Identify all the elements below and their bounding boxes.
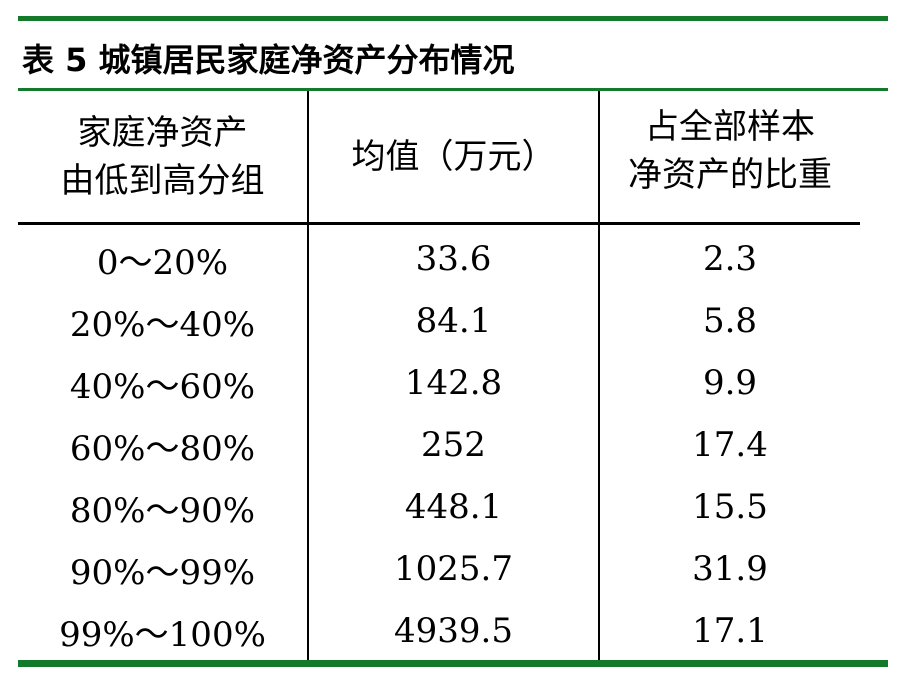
title-rule xyxy=(18,88,888,91)
cell-share: 2.3 xyxy=(702,239,758,279)
cell-group: 60%～80% xyxy=(69,428,256,469)
cell-mean: 142.8 xyxy=(404,363,503,403)
cell-group: 90%～99% xyxy=(69,552,256,593)
table-row: 80%～90% 448.1 15.5 xyxy=(18,476,860,538)
cell-share: 9.9 xyxy=(702,363,758,403)
header-mean: 均值（万元） xyxy=(309,91,598,223)
cell-share: 17.1 xyxy=(692,611,768,651)
cell-share: 5.8 xyxy=(702,301,758,341)
header-mean-line-1: 均值（万元） xyxy=(351,137,556,177)
table-row: 0～20% 33.6 2.3 xyxy=(18,228,860,290)
cell-mean: 1025.7 xyxy=(394,549,513,589)
table-body: 0～20% 33.6 2.3 20%～40% 84.1 5.8 40%～60% … xyxy=(18,228,860,662)
header-share: 占全部样本 净资产的比重 xyxy=(600,91,860,223)
cell-group: 20%～40% xyxy=(69,304,256,345)
cell-mean: 252 xyxy=(421,425,486,465)
table-row: 99%～100% 4939.5 17.1 xyxy=(18,600,860,662)
header-group-line-2: 由低到高分组 xyxy=(60,161,265,201)
header-share-line-1: 占全部样本 xyxy=(645,107,815,147)
header-group-line-1: 家庭净资产 xyxy=(77,113,248,153)
top-rule xyxy=(18,16,888,21)
cell-group: 40%～60% xyxy=(69,366,256,407)
table-row: 20%～40% 84.1 5.8 xyxy=(18,290,860,352)
cell-share: 15.5 xyxy=(692,487,768,527)
cell-mean: 4939.5 xyxy=(394,611,513,651)
bottom-rule xyxy=(18,660,888,667)
cell-mean: 33.6 xyxy=(415,239,492,279)
column-divider-2 xyxy=(598,91,600,662)
table-title: 表 5 城镇居民家庭净资产分布情况 xyxy=(22,41,515,79)
cell-group: 0～20% xyxy=(96,242,229,283)
header-divider xyxy=(18,222,860,225)
table-row: 90%～99% 1025.7 31.9 xyxy=(18,538,860,600)
column-divider-1 xyxy=(307,91,309,662)
table-row: 60%～80% 252 17.4 xyxy=(18,414,860,476)
cell-mean: 448.1 xyxy=(404,487,503,527)
cell-share: 17.4 xyxy=(692,425,768,465)
cell-group: 99%～100% xyxy=(59,614,266,655)
header-share-line-2: 净资产的比重 xyxy=(628,155,832,195)
cell-share: 31.9 xyxy=(692,549,768,589)
header-group: 家庭净资产 由低到高分组 xyxy=(18,91,307,223)
table-row: 40%～60% 142.8 9.9 xyxy=(18,352,860,414)
cell-group: 80%～90% xyxy=(69,490,256,531)
table-header: 家庭净资产 由低到高分组 均值（万元） 占全部样本 净资产的比重 xyxy=(18,91,860,223)
cell-mean: 84.1 xyxy=(415,301,492,341)
